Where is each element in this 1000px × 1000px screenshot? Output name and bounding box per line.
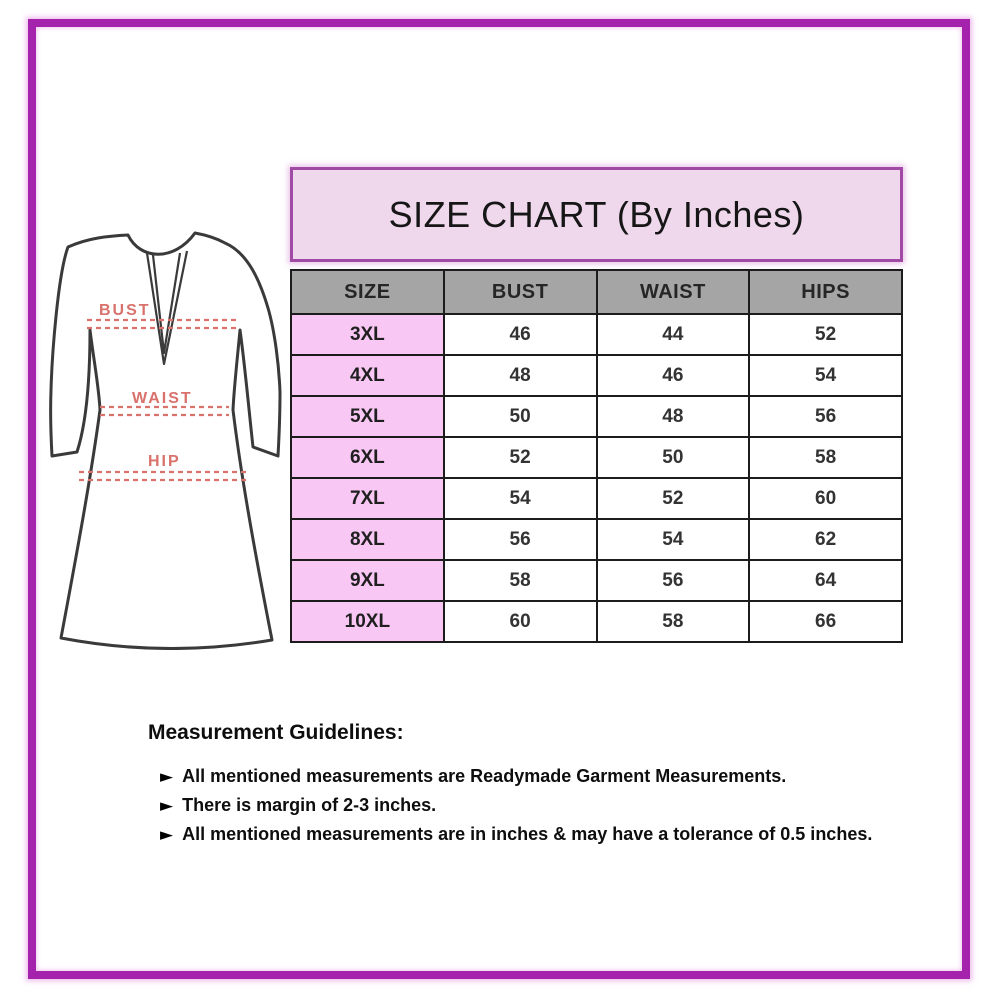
size-cell: 8XL [290,518,445,561]
table-row: 3XL 46 44 52 [290,313,903,356]
size-cell: 4XL [290,354,445,397]
hips-cell: 54 [748,354,903,397]
size-cell: 9XL [290,559,445,602]
guideline-text: All mentioned measurements are Readymade… [182,766,787,786]
waist-cell: 56 [595,559,751,602]
guideline-item: ► There is margin of 2-3 inches. [160,795,872,816]
waist-cell: 46 [595,354,751,397]
waist-cell: 54 [595,518,751,561]
hips-cell: 62 [748,518,903,561]
guideline-text: All mentioned measurements are in inches… [182,824,873,844]
size-cell: 3XL [290,313,445,356]
hips-cell: 66 [748,600,903,643]
table-row: 5XL 50 48 56 [290,395,903,438]
tunic-outline [49,231,282,650]
bust-label: BUST [99,302,151,319]
column-header-waist: WAIST [595,269,751,315]
hips-cell: 52 [748,313,903,356]
guidelines-heading: Measurement Guidelines: [148,721,404,744]
arrow-bullet-icon: ► [160,795,174,816]
size-cell: 5XL [290,395,445,438]
size-chart-title-box: SIZE CHART (By Inches) [290,167,903,262]
waist-cell: 50 [595,436,751,479]
table-row: 6XL 52 50 58 [290,436,903,479]
arrow-bullet-icon: ► [160,766,174,787]
guideline-item: ► All mentioned measurements are Readyma… [160,766,872,787]
column-header-size: SIZE [290,269,445,315]
hips-cell: 56 [748,395,903,438]
table-header-row: SIZE BUST WAIST HIPS [290,269,903,315]
neck-placket-inner [151,252,182,355]
guidelines-list: ► All mentioned measurements are Readyma… [160,766,872,853]
hip-label: HIP [148,453,181,470]
hips-cell: 60 [748,477,903,520]
bust-cell: 60 [442,600,598,643]
garment-diagram: BUST WAIST HIP [49,231,282,650]
waist-label: WAIST [132,390,193,407]
table-row: 4XL 48 46 54 [290,354,903,397]
size-cell: 7XL [290,477,445,520]
column-header-bust: BUST [442,269,598,315]
hips-cell: 64 [748,559,903,602]
hips-cell: 58 [748,436,903,479]
size-cell: 10XL [290,600,445,643]
column-header-hips: HIPS [748,269,903,315]
bust-cell: 48 [442,354,598,397]
size-table: SIZE BUST WAIST HIPS 3XL 46 44 52 4XL 48… [290,269,903,643]
waist-cell: 44 [595,313,751,356]
bust-cell: 58 [442,559,598,602]
bust-cell: 54 [442,477,598,520]
table-row: 9XL 58 56 64 [290,559,903,602]
waist-cell: 52 [595,477,751,520]
bust-cell: 46 [442,313,598,356]
decorative-border [28,19,970,979]
table-row: 10XL 60 58 66 [290,600,903,643]
size-cell: 6XL [290,436,445,479]
waist-cell: 58 [595,600,751,643]
bust-cell: 56 [442,518,598,561]
table-row: 8XL 56 54 62 [290,518,903,561]
guideline-text: There is margin of 2-3 inches. [182,795,437,815]
table-row: 7XL 54 52 60 [290,477,903,520]
guideline-item: ► All mentioned measurements are in inch… [160,824,872,845]
bust-cell: 52 [442,436,598,479]
page-title: SIZE CHART (By Inches) [388,193,805,235]
arrow-bullet-icon: ► [160,824,174,845]
bust-cell: 50 [442,395,598,438]
neck-placket-outer [145,250,189,366]
waist-cell: 48 [595,395,751,438]
